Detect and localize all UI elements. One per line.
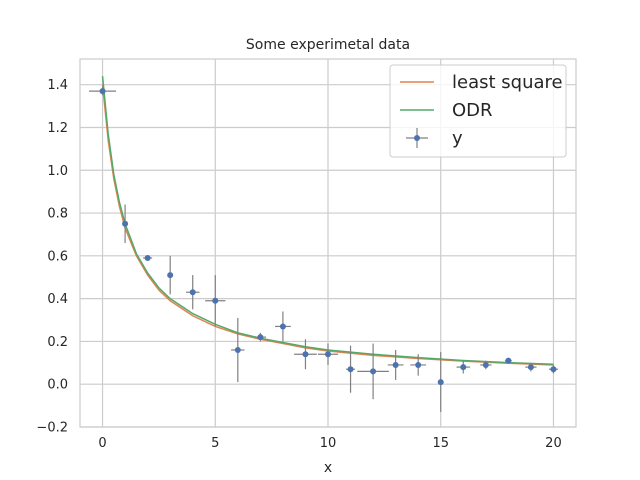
- point-marker: [482, 361, 489, 368]
- legend-label: y: [452, 128, 463, 149]
- x-tick-label: 20: [545, 436, 562, 451]
- legend-box: [389, 64, 567, 158]
- plot-frame: [79, 58, 577, 428]
- point-marker: [302, 351, 309, 358]
- point-marker: [212, 297, 219, 304]
- data-point: [525, 362, 537, 372]
- legend-swatch-marker: [414, 135, 420, 141]
- legend-label: least square: [452, 72, 563, 93]
- point-marker: [234, 346, 241, 353]
- data-point: [387, 349, 404, 380]
- data-point: [357, 343, 389, 400]
- legend-label: ODR: [452, 100, 493, 121]
- x-tick-label: 5: [211, 436, 219, 451]
- point-marker: [189, 289, 196, 296]
- data-point: [167, 255, 174, 295]
- x-axis-label: x: [324, 460, 332, 476]
- point-marker: [347, 366, 354, 373]
- y-tick-label: −0.2: [36, 421, 68, 436]
- data-point: [294, 339, 317, 370]
- point-marker: [392, 361, 399, 368]
- data-point: [504, 357, 512, 364]
- y-tick-label: 0.2: [47, 335, 68, 350]
- y-tick-label: 0.0: [47, 378, 68, 393]
- data-point: [89, 86, 117, 96]
- data-point: [275, 311, 291, 342]
- point-marker: [167, 272, 174, 279]
- chart-title: Some experimetal data: [246, 37, 410, 53]
- data-point: [254, 332, 266, 342]
- x-tick-label: 0: [98, 436, 106, 451]
- point-marker: [437, 379, 444, 386]
- data-point: [346, 345, 356, 393]
- point-marker: [505, 357, 512, 364]
- data-point: [205, 275, 226, 327]
- data-point: [317, 343, 339, 365]
- point-marker: [144, 254, 151, 261]
- data-point: [122, 204, 129, 243]
- grid: [80, 59, 576, 428]
- x-tick-label: 10: [320, 436, 337, 451]
- data-point: [410, 354, 427, 376]
- x-tick-label: 15: [432, 436, 449, 451]
- point-marker: [550, 366, 557, 373]
- point-marker: [460, 364, 467, 371]
- legend: least square ODR y: [389, 64, 567, 158]
- tick-labels: 0 5 10 15 20 −0.2 0.0 0.2 0.4 0.6 0.8 1.0 1.2 1.4: [36, 78, 561, 451]
- y-tick-label: 1.2: [47, 121, 68, 136]
- point-marker: [279, 323, 286, 330]
- point-marker: [415, 361, 422, 368]
- data-point: [456, 360, 471, 374]
- data-points: [89, 86, 558, 413]
- y-tick-label: 1.0: [47, 164, 68, 179]
- y-tick-label: 1.4: [47, 78, 68, 93]
- y-tick-label: 0.6: [47, 249, 68, 264]
- data-point: [548, 364, 558, 374]
- y-tick-label: 0.8: [47, 207, 68, 222]
- data-point: [437, 352, 444, 413]
- point-marker: [257, 334, 264, 341]
- point-marker: [122, 220, 129, 227]
- y-tick-label: 0.4: [47, 292, 68, 307]
- data-point: [143, 254, 153, 261]
- data-point: [231, 317, 245, 383]
- point-marker: [325, 351, 331, 358]
- point-marker: [370, 368, 377, 375]
- point-marker: [527, 364, 534, 371]
- point-marker: [99, 88, 106, 95]
- data-point: [480, 360, 492, 370]
- data-point: [185, 275, 200, 310]
